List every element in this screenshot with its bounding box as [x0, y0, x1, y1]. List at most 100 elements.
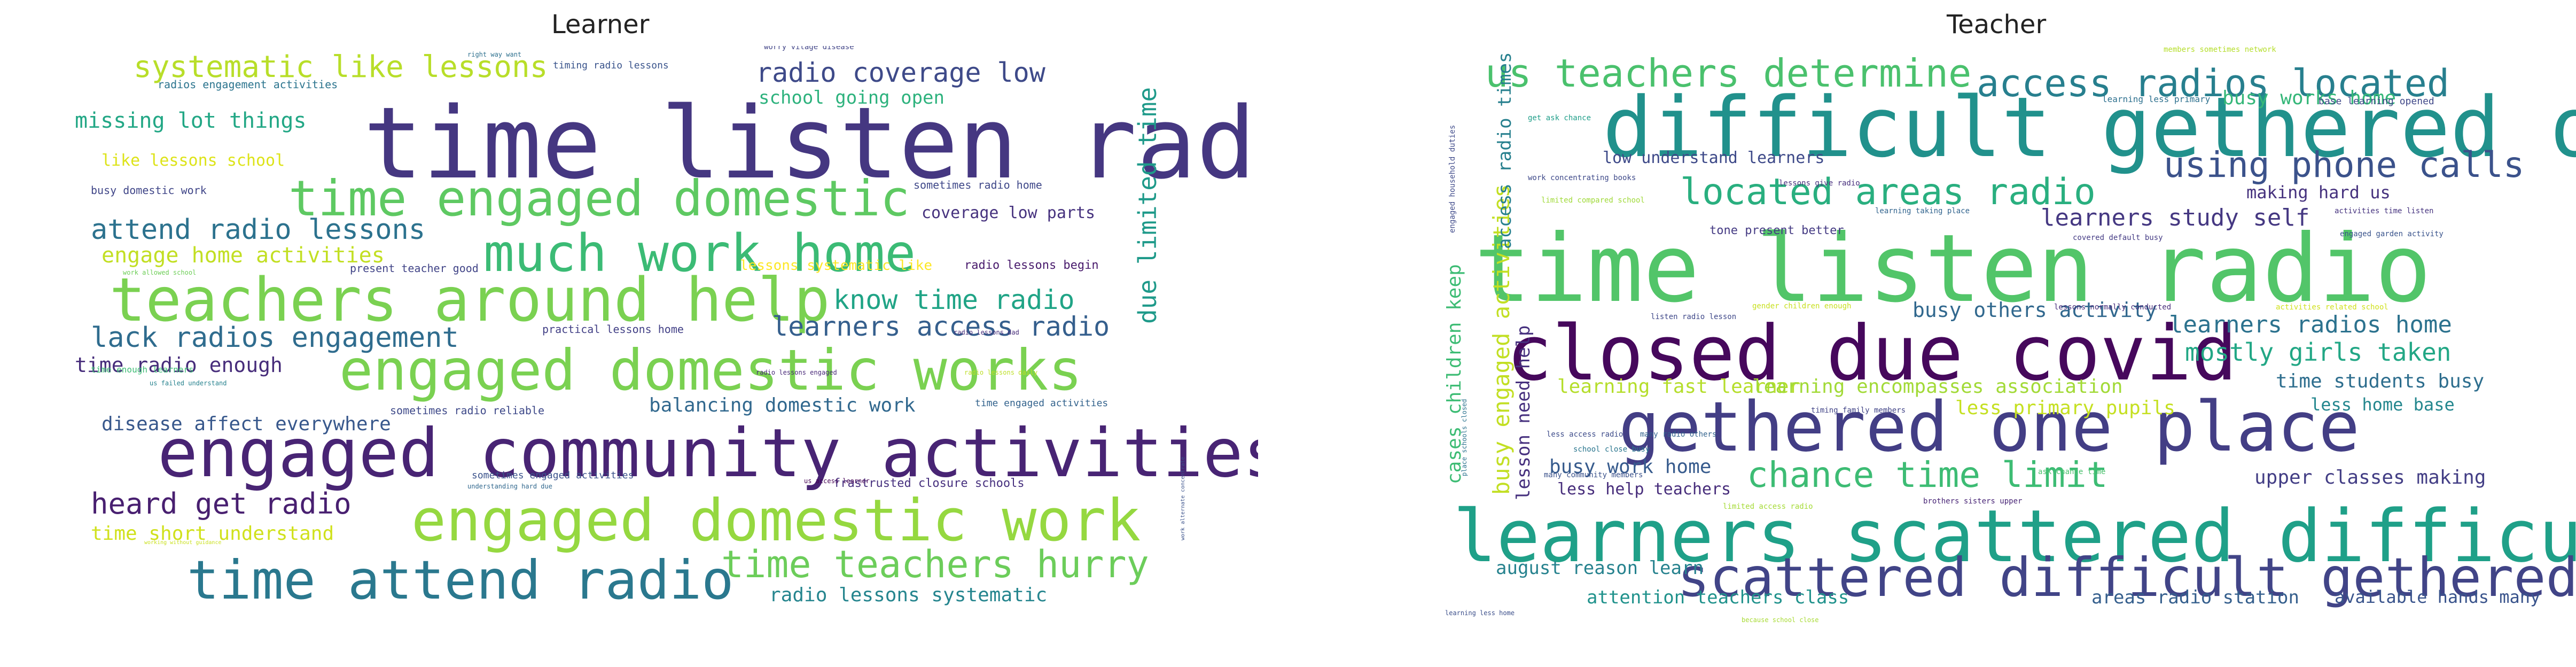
word-chance-time-limit: chance time limit — [1747, 454, 2108, 495]
word-lessons-give-radio: lessons give radio — [1779, 179, 1860, 188]
word-right-way-want: right way want — [467, 51, 522, 58]
word-working-without-guidance: working without guidance — [144, 540, 222, 546]
word-school-close-busy: school close busy — [1573, 445, 1650, 454]
word-understanding-hard-due: understanding hard due — [467, 483, 552, 490]
word-work-allowed-school: work allowed school — [123, 269, 197, 276]
word-time-engaged-activities: time engaged activities — [975, 398, 1109, 409]
word-frastrusted-closure-schools: frastrusted closure schools — [833, 477, 1025, 490]
word-present-teacher-good: present teacher good — [350, 262, 479, 275]
word-sometimes-radio-home: sometimes radio home — [914, 179, 1042, 191]
learner-word-cloud: time listen radio engaged community activ… — [61, 46, 1258, 623]
word-closed-due-covid: closed due covid — [1506, 309, 2237, 398]
word-work-concentrating-books: work concentrating books — [1528, 174, 1636, 182]
word-engaged-domestic-work: engaged domestic work — [411, 487, 1141, 554]
word-radio-lessons-systematic: radio lessons systematic — [769, 584, 1048, 606]
word-available-hands-many: available hands many — [2335, 587, 2541, 607]
word-busy-domestic-work: busy domestic work — [91, 184, 207, 197]
word-busy-work-home: busy work home — [1549, 456, 1712, 478]
word-activities-time-listen: activities time listen — [2335, 207, 2434, 215]
word-radio-lessons-begin: radio lessons begin — [964, 259, 1099, 272]
word-learners-radios-home: learners radios home — [2169, 311, 2452, 338]
word-less-home-base: less home base — [2310, 394, 2455, 415]
word-access-radio-times: access radio times — [1494, 52, 1516, 249]
word-worry-vilage-disease: worry vilage disease — [764, 46, 854, 51]
word-lessons-normally-conducted: lessons normally conducted — [2054, 303, 2172, 312]
teacher-title: Teacher — [1947, 10, 2047, 40]
word-areas-radio-station: areas radio station — [2091, 587, 2299, 608]
word-due-limited-time: due limited time — [1133, 87, 1162, 324]
word-brothers-sisters-upper: brothers sisters upper — [1923, 497, 2023, 506]
word-radio-coverage-low: radio coverage low — [756, 57, 1045, 88]
word-lesson-need-help: lesson need help — [1513, 325, 1534, 500]
word-sometimes-radio-reliable: sometimes radio reliable — [390, 404, 544, 417]
word-august-reason-learn: august reason learn — [1496, 557, 1704, 579]
word-learning-fast-learner: learning fast learner — [1557, 376, 1801, 398]
word-attention-teachers-class: attention teachers class — [1587, 587, 1849, 608]
word-difficult-gethered-one: difficult gethered one — [1603, 79, 2576, 176]
word-time-students-busy: time students busy — [2276, 370, 2485, 392]
word-radio-lessons-engaged: radio lessons engaged — [756, 369, 837, 376]
word-activities-related-school: activities related school — [2276, 303, 2388, 312]
word-radio-lessons-dad: radio lessons dad — [954, 329, 1019, 336]
word-covered-default-busy: covered default busy — [2073, 234, 2163, 242]
word-know-time-radio: know time radio — [833, 284, 1075, 315]
word-us-teachers-determine: us teachers determine — [1485, 51, 1972, 96]
word-time-listen-radio: time listen radio — [363, 86, 1258, 201]
word-engaged-community-activities: engaged community activities — [158, 415, 1258, 492]
word-less-primary-pupils: less primary pupils — [1955, 397, 2175, 419]
word-learners-study-self: learners study self — [2041, 204, 2310, 231]
word-time-radio-enough: time radio enough — [75, 353, 283, 377]
word-less-access-radio: less access radio — [1547, 430, 1623, 439]
word-radios-engagement-activities: radios engagement activities — [158, 78, 338, 91]
word-time-engaged-domestic: time engaged domestic — [288, 170, 910, 227]
word-balancing-domestic-work: balancing domestic work — [649, 394, 916, 416]
word-less-help-teachers: less help teachers — [1557, 480, 1731, 499]
word-limited-access-radio: limited access radio — [1723, 502, 1813, 511]
word-base-learning-opened: base learning opened — [2319, 96, 2434, 107]
word-lessons-systematic-like: lessons systematic like — [740, 258, 933, 274]
word-upper-classes-making: upper classes making — [2254, 467, 2486, 488]
word-practical-lessons-home: practical lessons home — [542, 323, 684, 336]
word-us-failed-understand: us failed understand — [150, 379, 227, 387]
word-many-radio-others: many radio others — [1640, 430, 1717, 439]
word-using-phone-calls: using phone calls — [2164, 144, 2525, 185]
word-gethered-one-place: gethered one place — [1619, 387, 2360, 467]
word-much-work-home: much work home — [483, 223, 916, 283]
word-us-access-learner: us access learner — [804, 477, 870, 485]
word-get-ask-chance: get ask chance — [1528, 114, 1591, 122]
word-engage-home-activities: engage home activities — [102, 243, 385, 268]
word-access-radios-located: access radios located — [1977, 61, 2450, 105]
word-sometimes-engaged-activities: sometimes engaged activities — [472, 470, 634, 481]
word-mostly-girls-taken: mostly girls taken — [2185, 338, 2452, 367]
learner-title: Learner — [551, 10, 650, 40]
word-time-attend-radio: time attend radio — [187, 549, 734, 611]
word-listen-radio-lesson: listen radio lesson — [1651, 313, 1737, 321]
word-learning-less-home: learning less home — [1445, 609, 1515, 617]
word-gender-children-enough: gender children enough — [1752, 302, 1852, 311]
word-busy-works-home: busy works home — [2222, 87, 2397, 109]
word-engaged-domestic-works: engaged domestic works — [339, 338, 1082, 403]
word-place-schools-closed: place schools closed — [1461, 399, 1468, 477]
word-radio-lessons-daily: radio lessons daily — [964, 369, 1038, 376]
word-systematic-like-lessons: systematic like lessons — [134, 50, 548, 84]
word-attend-radio-lessons: attend radio lessons — [91, 214, 426, 246]
word-low-understand-learners: low understand learners — [1603, 149, 1825, 167]
word-teachers-around-help: teachers around help — [110, 266, 830, 335]
word-scattered-difficult-gethered: scattered difficult gethered — [1677, 546, 2576, 609]
word-located-areas-radio: located areas radio — [1680, 171, 2096, 213]
word-tone-present-better: tone present better — [1709, 224, 1844, 237]
word-learning-taking-place: learning taking place — [1875, 207, 1970, 215]
word-timing-family-members: timing family members — [1811, 406, 1906, 415]
word-engaged-garden-activity: engaged garden activity — [2340, 230, 2444, 238]
word-learning-encompasses-association: learning encompasses association — [1752, 376, 2123, 398]
word-work-alternate-concentrate: work alternate concentrate — [1180, 456, 1186, 540]
word-learning-less-primary: learning less primary — [2102, 94, 2211, 104]
word-lack-radios-engagement: lack radios engagement — [91, 322, 459, 354]
word-members-sometimes-network: members sometimes network — [2164, 46, 2276, 54]
word-ask-chance-time: ask chance time — [2038, 468, 2106, 476]
word-school-going-open: school going open — [759, 87, 944, 108]
word-busy-others-activity: busy others activity — [1913, 298, 2157, 322]
word-time-teachers-hurry: time teachers hurry — [721, 542, 1149, 586]
word-engaged-household-duties: engaged household duties — [1448, 125, 1457, 233]
